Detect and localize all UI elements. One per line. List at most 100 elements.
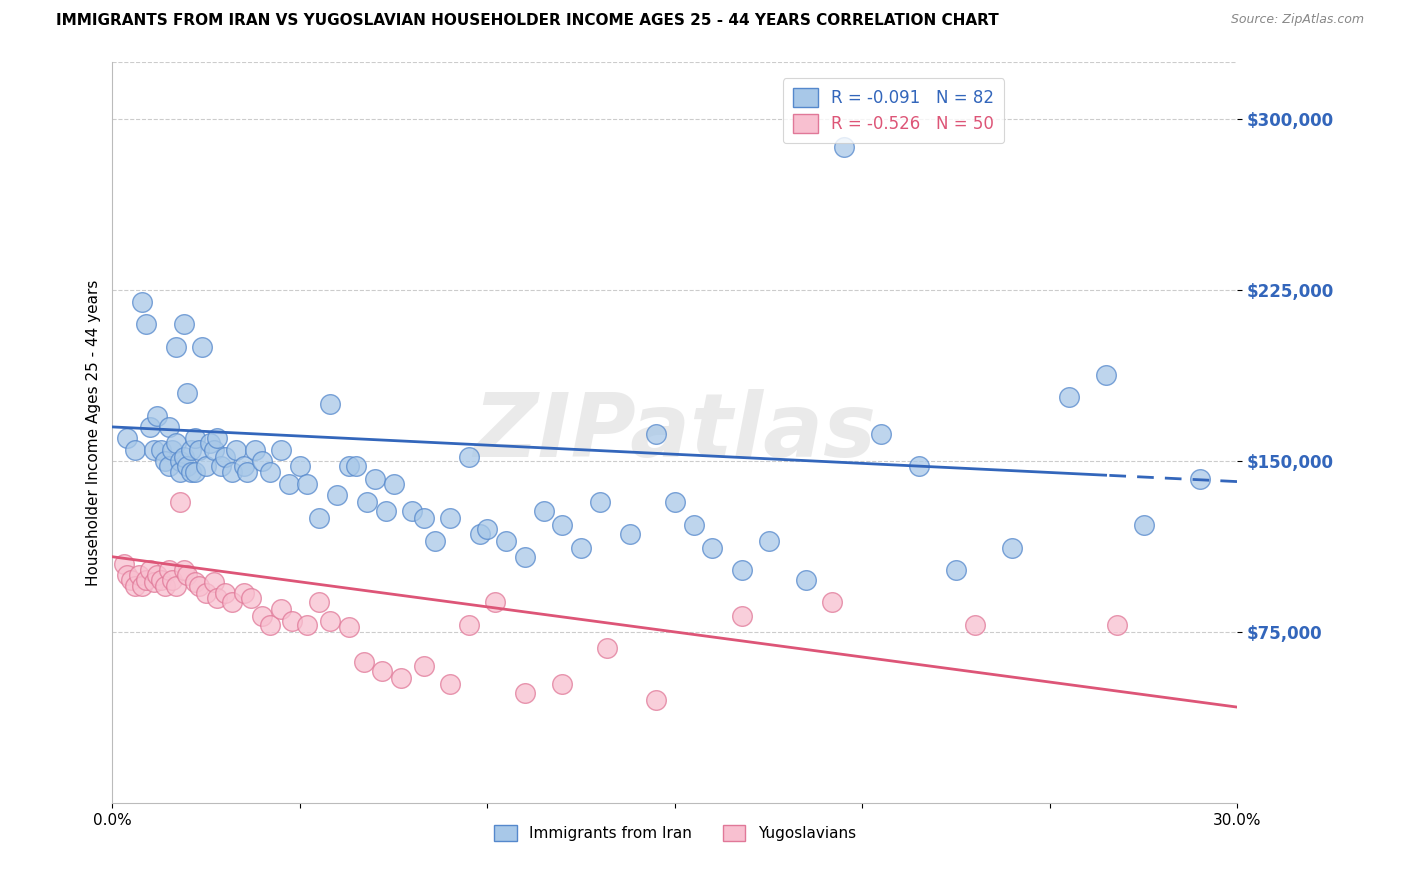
Point <box>232 586 254 600</box>
Point <box>412 659 434 673</box>
Point <box>169 466 191 480</box>
Point <box>117 568 139 582</box>
Point <box>135 573 157 587</box>
Point <box>214 450 236 464</box>
Point <box>337 620 360 634</box>
Point <box>202 574 225 589</box>
Point <box>308 595 330 609</box>
Point <box>821 595 844 609</box>
Point <box>337 458 360 473</box>
Point <box>209 458 232 473</box>
Point <box>112 557 135 571</box>
Point <box>157 420 180 434</box>
Text: Source: ZipAtlas.com: Source: ZipAtlas.com <box>1230 13 1364 27</box>
Point <box>243 442 266 457</box>
Point <box>412 511 434 525</box>
Point <box>135 318 157 332</box>
Point <box>382 476 405 491</box>
Point <box>142 442 165 457</box>
Point <box>664 495 686 509</box>
Point <box>645 426 668 441</box>
Point <box>191 340 214 354</box>
Point <box>176 568 198 582</box>
Point <box>139 564 162 578</box>
Point <box>457 450 479 464</box>
Point <box>619 527 641 541</box>
Point <box>173 564 195 578</box>
Point <box>439 511 461 525</box>
Point <box>128 568 150 582</box>
Point <box>297 618 319 632</box>
Point <box>180 442 202 457</box>
Point <box>153 454 176 468</box>
Point <box>389 671 412 685</box>
Point <box>513 686 536 700</box>
Point <box>401 504 423 518</box>
Point <box>645 693 668 707</box>
Point <box>157 458 180 473</box>
Point <box>214 586 236 600</box>
Point <box>146 409 169 423</box>
Point <box>326 488 349 502</box>
Point <box>169 454 191 468</box>
Point <box>117 431 139 445</box>
Point <box>252 454 274 468</box>
Text: ZIPatlas: ZIPatlas <box>474 389 876 476</box>
Point <box>232 458 254 473</box>
Point <box>270 442 292 457</box>
Point <box>124 579 146 593</box>
Point <box>225 442 247 457</box>
Legend: Immigrants from Iran, Yugoslavians: Immigrants from Iran, Yugoslavians <box>488 819 862 847</box>
Point <box>150 442 173 457</box>
Point <box>240 591 263 605</box>
Y-axis label: Householder Income Ages 25 - 44 years: Householder Income Ages 25 - 44 years <box>86 279 101 586</box>
Point <box>150 573 173 587</box>
Point <box>1132 517 1154 532</box>
Point <box>794 573 817 587</box>
Point <box>832 139 855 153</box>
Point <box>569 541 592 555</box>
Point <box>259 466 281 480</box>
Point <box>207 431 229 445</box>
Point <box>180 466 202 480</box>
Point <box>533 504 555 518</box>
Point <box>221 466 243 480</box>
Point <box>236 466 259 480</box>
Point <box>259 618 281 632</box>
Point <box>252 609 274 624</box>
Point <box>173 318 195 332</box>
Point <box>468 527 491 541</box>
Point <box>169 495 191 509</box>
Point <box>371 664 394 678</box>
Point <box>439 677 461 691</box>
Point <box>477 523 499 537</box>
Point <box>165 340 187 354</box>
Point <box>176 385 198 400</box>
Point <box>356 495 378 509</box>
Point <box>907 458 929 473</box>
Point <box>281 614 304 628</box>
Point <box>162 442 184 457</box>
Point <box>319 614 342 628</box>
Point <box>139 420 162 434</box>
Point <box>344 458 367 473</box>
Point <box>173 450 195 464</box>
Point <box>277 476 299 491</box>
Point <box>184 466 207 480</box>
Point <box>457 618 479 632</box>
Point <box>423 533 446 548</box>
Point <box>308 511 330 525</box>
Point <box>176 458 198 473</box>
Point <box>187 579 209 593</box>
Point <box>589 495 612 509</box>
Point <box>1001 541 1024 555</box>
Point <box>165 579 187 593</box>
Point <box>758 533 780 548</box>
Point <box>165 435 187 450</box>
Point <box>288 458 311 473</box>
Point <box>202 442 225 457</box>
Point <box>870 426 893 441</box>
Point <box>297 476 319 491</box>
Point <box>207 591 229 605</box>
Point <box>682 517 704 532</box>
